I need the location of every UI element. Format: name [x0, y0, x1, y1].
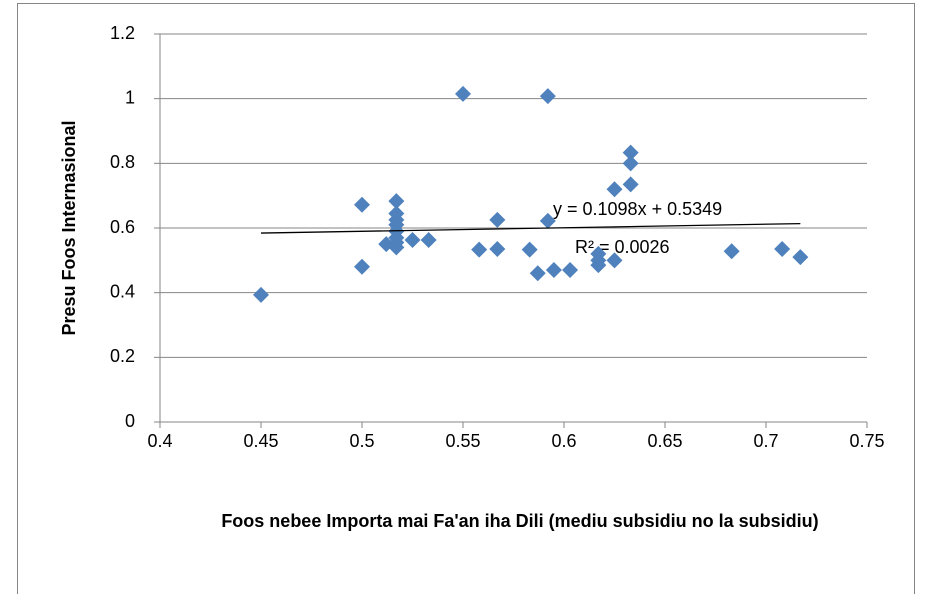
y-axis-title: Presu Foos Internasional — [59, 120, 79, 335]
point — [774, 241, 791, 258]
point — [253, 286, 269, 303]
point — [622, 155, 639, 172]
y-tick-label: 0.2 — [110, 346, 135, 366]
x-tick-label: 0.5 — [349, 431, 374, 451]
x-tick-label: 0.6 — [551, 431, 576, 451]
point — [489, 211, 506, 228]
x-tick-label: 0.55 — [445, 431, 480, 451]
point — [354, 258, 370, 275]
point — [354, 196, 370, 213]
point — [529, 265, 546, 282]
trendline — [260, 222, 801, 234]
point — [404, 231, 421, 248]
point — [388, 239, 405, 256]
x-tick-label: 0.75 — [849, 431, 884, 451]
point — [539, 212, 556, 229]
point — [545, 262, 562, 279]
x-tick-label: 0.65 — [647, 431, 682, 451]
point — [420, 231, 437, 248]
x-axis-title: Foos nebee Importa mai Fa'an iha Dili (m… — [221, 511, 819, 531]
trendline-r-squared: R² = 0.0026 — [575, 237, 670, 257]
y-tick-label: 0.4 — [110, 281, 135, 301]
point — [723, 243, 740, 260]
point — [455, 85, 471, 102]
point — [792, 249, 809, 266]
point — [606, 252, 623, 269]
y-tick-label: 0.8 — [110, 152, 135, 172]
y-tick-label: 0 — [125, 411, 135, 431]
point — [388, 193, 405, 210]
x-tick-label: 0.7 — [753, 431, 778, 451]
point — [539, 88, 556, 105]
x-tick-label: 0.45 — [243, 431, 278, 451]
x-tick-label: 0.4 — [147, 431, 172, 451]
y-tick-label: 1 — [125, 87, 135, 107]
point — [521, 241, 538, 258]
point — [489, 241, 506, 258]
point — [622, 176, 639, 193]
point — [590, 252, 607, 269]
chart-border — [17, 3, 915, 594]
y-tick-label: 0.6 — [110, 217, 135, 237]
point — [562, 262, 579, 279]
trendline-equation: y = 0.1098x + 0.5349 — [553, 199, 722, 219]
point — [471, 241, 488, 258]
point — [622, 144, 639, 161]
point — [606, 181, 623, 198]
y-tick-label: 1.2 — [110, 23, 135, 43]
